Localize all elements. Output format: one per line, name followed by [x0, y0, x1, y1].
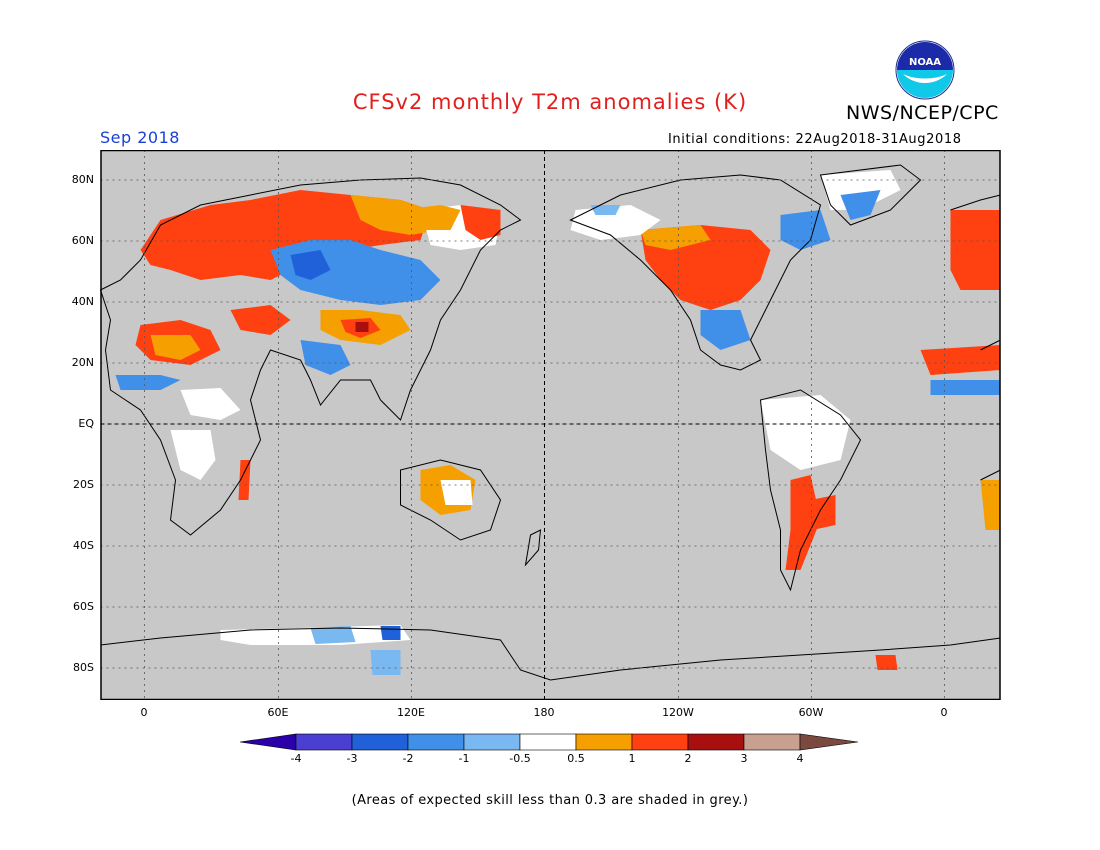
coastlines: [100, 164, 1001, 681]
organization-label: NWS/NCEP/CPC: [846, 102, 999, 124]
colorbar-high-arrow: [799, 733, 859, 751]
lon-label-120w: 120W: [662, 706, 694, 719]
grid-lines: [100, 150, 1001, 700]
anomaly-patches: [115, 190, 501, 675]
anomaly-map: [100, 150, 1001, 700]
east-edge-outlines: [950, 194, 1001, 481]
eurasia-africa-outline: [100, 177, 522, 536]
skill-footnote: (Areas of expected skill less than 0.3 a…: [351, 793, 749, 808]
south-america-outline: [759, 389, 862, 592]
greenland-outline: [819, 164, 922, 226]
lat-label-60s: 60S: [73, 600, 94, 613]
new-zealand-outline: [524, 529, 542, 567]
lat-label-80n: 80N: [71, 173, 94, 186]
colorbar-label: -4: [290, 752, 302, 765]
colorbar-label: -3: [346, 752, 358, 765]
north-america-outline: [569, 174, 822, 371]
lon-label-120e: 120E: [397, 706, 425, 719]
colorbar-label: -2: [402, 752, 414, 765]
colorbar-label: 1: [628, 752, 636, 765]
lat-label-20s: 20S: [73, 478, 94, 491]
chart-title: CFSv2 monthly T2m anomalies (K): [352, 90, 748, 114]
colorbar-label: 4: [796, 752, 804, 765]
lon-label-180: 180: [533, 706, 555, 719]
lat-label-40n: 40N: [71, 295, 94, 308]
lat-label-40s: 40S: [73, 539, 94, 552]
colorbar-label: 2: [684, 752, 692, 765]
colorbar: [239, 733, 859, 751]
lat-label-eq: EQ: [78, 417, 94, 430]
logo-text: NOAA: [909, 57, 941, 68]
lon-label-0-east: 0: [940, 706, 948, 719]
lon-label-60e: 60E: [267, 706, 289, 719]
lon-label-0-west: 0: [140, 706, 148, 719]
colorbar-low-arrow: [239, 733, 297, 751]
antarctica-outline: [100, 627, 1001, 681]
initial-conditions: Initial conditions: 22Aug2018-31Aug2018: [668, 132, 962, 147]
lat-label-20n: 20N: [71, 356, 94, 369]
lat-label-80s: 80S: [73, 661, 94, 674]
lat-label-60n: 60N: [71, 234, 94, 247]
noaa-logo: NOAA: [895, 40, 955, 100]
colorbar-label: -1: [458, 752, 470, 765]
map-frame: [100, 150, 1001, 700]
colorbar-label: 3: [740, 752, 748, 765]
lon-label-60w: 60W: [798, 706, 824, 719]
australia-outline: [400, 459, 502, 541]
colorbar-label: -0.5: [509, 752, 531, 765]
forecast-month: Sep 2018: [100, 128, 180, 147]
colorbar-label: 0.5: [567, 752, 585, 765]
